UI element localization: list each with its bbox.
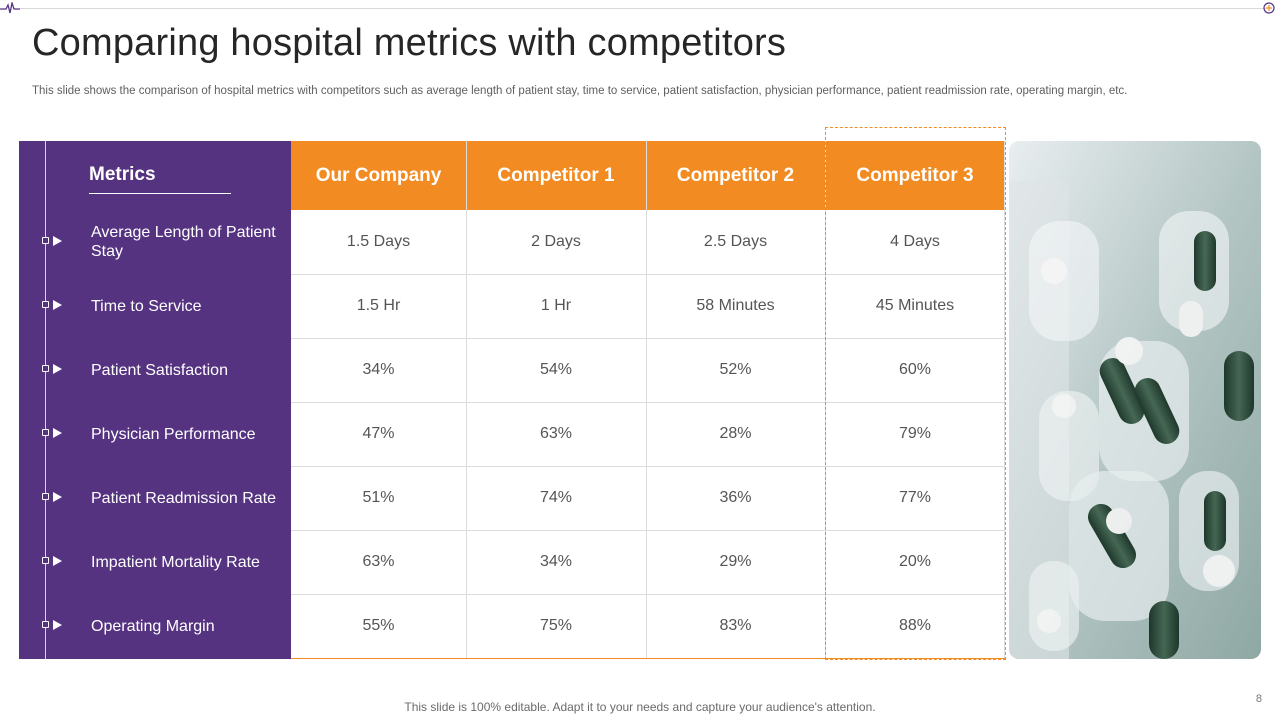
table-cell: 83% — [719, 617, 752, 634]
table-cell: 4 Days — [890, 233, 940, 250]
table-cell: 1.5 Hr — [356, 297, 401, 314]
metric-row: Average Length of Patient Stay — [19, 210, 291, 274]
table-cell: 29% — [719, 553, 752, 570]
play-arrow-icon — [53, 364, 62, 374]
column-header: Competitor 1 — [466, 141, 646, 210]
table-cell: 2 Days — [531, 233, 581, 250]
table-cell: 58 Minutes — [696, 297, 775, 314]
metric-label: Time to Service — [91, 297, 202, 315]
metrics-timeline-line — [45, 141, 46, 659]
pill-blister-image — [1009, 141, 1261, 659]
row-divider — [291, 466, 1005, 467]
timeline-dot-icon — [42, 429, 49, 436]
metric-row: Impatient Mortality Rate — [19, 530, 291, 594]
table-cell: 34% — [362, 361, 395, 378]
metrics-header: Metrics — [89, 164, 156, 185]
metrics-header-underline — [89, 193, 231, 194]
metric-label: Physician Performance — [91, 425, 256, 443]
column-header: Our Company — [291, 141, 466, 210]
pulse-line-icon — [0, 2, 20, 14]
metrics-panel: Metrics Average Length of Patient Stay Ti… — [19, 141, 291, 659]
column-divider — [1004, 141, 1005, 659]
metric-row: Time to Service — [19, 274, 291, 338]
table-cell: 1.5 Days — [346, 233, 411, 250]
table-cell: 34% — [539, 553, 573, 570]
column-divider — [466, 141, 467, 659]
table-cell: 47% — [362, 425, 395, 442]
slide-footer: This slide is 100% editable. Adapt it to… — [404, 700, 876, 714]
table-cell: 51% — [362, 489, 395, 506]
table-cell: 63% — [539, 425, 573, 442]
metric-row: Operating Margin — [19, 594, 291, 658]
top-divider — [20, 8, 1266, 9]
table-cell: 75% — [539, 617, 573, 634]
table-cell: 74% — [539, 489, 573, 506]
play-arrow-icon — [53, 620, 62, 630]
play-arrow-icon — [53, 556, 62, 566]
table-cell: 63% — [362, 553, 395, 570]
table-cell: 2.5 Days — [703, 233, 768, 250]
slide-subtitle: This slide shows the comparison of hospi… — [32, 85, 1128, 97]
column-divider — [646, 141, 647, 659]
table-bottom-line — [291, 658, 1005, 659]
table-cell: 77% — [898, 489, 932, 506]
play-arrow-icon — [53, 236, 62, 246]
table-cell: 45 Minutes — [875, 297, 955, 314]
metric-row: Patient Satisfaction — [19, 338, 291, 402]
timeline-dot-icon — [42, 621, 49, 628]
row-divider — [291, 338, 1005, 339]
table-cell: 52% — [719, 361, 752, 378]
row-divider — [291, 530, 1005, 531]
metric-label: Operating Margin — [91, 617, 215, 635]
metric-label: Patient Readmission Rate — [91, 489, 276, 507]
metric-label: Patient Satisfaction — [91, 361, 228, 379]
table-cell: 54% — [539, 361, 573, 378]
timeline-dot-icon — [42, 493, 49, 500]
metric-row: Patient Readmission Rate — [19, 466, 291, 530]
timeline-dot-icon — [42, 237, 49, 244]
timeline-dot-icon — [42, 365, 49, 372]
play-arrow-icon — [53, 300, 62, 310]
competitor-3-highlight — [825, 127, 1006, 660]
timeline-dot-icon — [42, 557, 49, 564]
play-arrow-icon — [53, 492, 62, 502]
play-arrow-icon — [53, 428, 62, 438]
table-cell: 36% — [719, 489, 752, 506]
table-cell: 79% — [898, 425, 932, 442]
slide-title: Comparing hospital metrics with competit… — [32, 22, 787, 64]
row-divider — [291, 274, 1005, 275]
row-divider — [291, 402, 1005, 403]
metric-row: Physician Performance — [19, 402, 291, 466]
column-header: Competitor 2 — [646, 141, 825, 210]
table-cell: 20% — [898, 553, 932, 570]
table-cell: 28% — [719, 425, 752, 442]
column-header: Competitor 3 — [825, 141, 1005, 210]
table-cell: 55% — [362, 617, 395, 634]
table-cell: 60% — [898, 361, 932, 378]
plus-circle-icon — [1263, 2, 1275, 14]
page-number: 8 — [1255, 693, 1262, 705]
table-cell: 1 Hr — [540, 297, 572, 314]
metric-label: Average Length of Patient Stay — [91, 224, 276, 260]
row-divider — [291, 594, 1005, 595]
timeline-dot-icon — [42, 301, 49, 308]
table-cell: 88% — [898, 617, 932, 634]
metric-label: Impatient Mortality Rate — [91, 553, 260, 571]
